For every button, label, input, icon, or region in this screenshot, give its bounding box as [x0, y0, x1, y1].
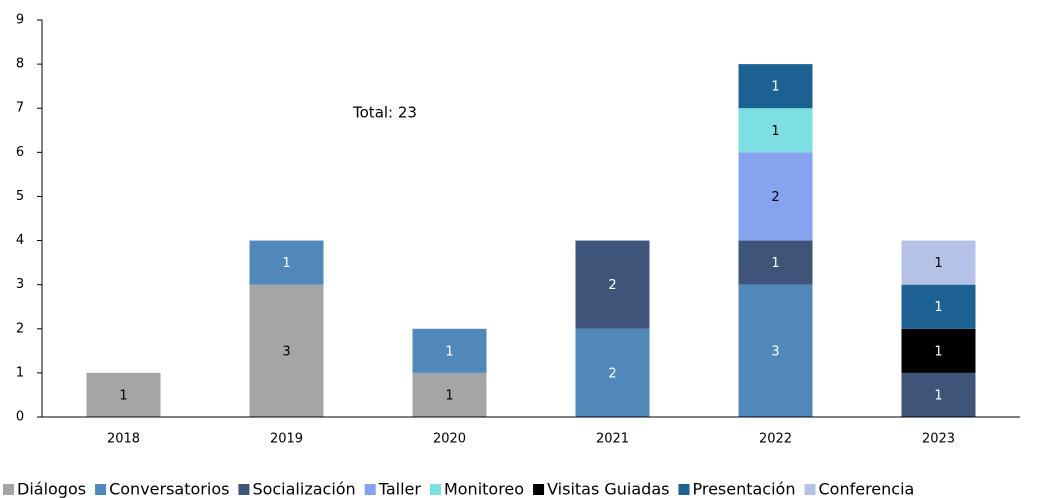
legend-swatch	[533, 484, 545, 495]
legend-label: Conversatorios	[109, 480, 229, 498]
x-tick-label: 2021	[596, 432, 629, 447]
y-tick-label: 5	[16, 189, 24, 204]
y-tick-label: 1	[16, 365, 24, 380]
y-tick-label: 2	[16, 321, 24, 336]
x-tick-label: 2018	[107, 432, 140, 447]
bar-segment	[249, 240, 324, 285]
legend-label: Socialización	[252, 480, 355, 498]
data-label: 2	[771, 190, 779, 205]
data-label: 1	[771, 256, 779, 271]
data-label: 2	[608, 366, 616, 381]
legend-label: Visitas Guiadas	[547, 480, 669, 498]
bar-segment	[901, 372, 976, 417]
data-label: 1	[445, 344, 453, 359]
bar-segment	[249, 284, 324, 417]
legend-swatch	[364, 484, 376, 495]
y-tick-label: 0	[16, 410, 24, 425]
data-label: 1	[934, 256, 942, 271]
legend-label: Monitoreo	[444, 480, 524, 498]
data-label: 1	[119, 388, 127, 403]
bar-segment	[901, 284, 976, 329]
legend-label: Conferencia	[818, 480, 914, 498]
legend-swatch	[429, 484, 441, 495]
bar-segment	[738, 64, 813, 109]
bar-segment	[901, 240, 976, 285]
y-tick-label: 3	[16, 277, 24, 292]
legend-label: Presentación	[692, 480, 795, 498]
data-label: 1	[771, 124, 779, 139]
x-tick-label: 2022	[759, 432, 792, 447]
legend-swatch	[95, 484, 107, 495]
bar-segment	[738, 152, 813, 241]
legend-label: Diálogos	[17, 480, 86, 498]
x-tick-label: 2020	[433, 432, 466, 447]
bar-segment	[738, 240, 813, 285]
data-label: 1	[934, 388, 942, 403]
y-tick-label: 6	[16, 145, 24, 160]
data-label: 1	[282, 256, 290, 271]
y-tick-label: 9	[16, 13, 24, 28]
data-label: 1	[445, 388, 453, 403]
bar-segment	[575, 328, 650, 417]
bar-segment	[738, 284, 813, 417]
bar-segment	[575, 240, 650, 329]
bar-segment	[901, 328, 976, 373]
data-label: 1	[934, 300, 942, 315]
data-label: 3	[282, 344, 290, 359]
bar-segment	[412, 372, 487, 417]
bar-segment	[86, 372, 161, 417]
bar-segment	[738, 108, 813, 153]
annotation: Total: 23	[352, 104, 417, 122]
data-label: 1	[771, 80, 779, 95]
bar-segment	[412, 328, 487, 373]
legend-swatch	[238, 484, 250, 495]
legend-swatch	[678, 484, 690, 495]
y-tick-label: 7	[16, 101, 24, 116]
data-label: 2	[608, 278, 616, 293]
legend-swatch	[3, 484, 14, 495]
x-tick-label: 2019	[270, 432, 303, 447]
legend-label: Taller	[378, 480, 422, 498]
x-tick-label: 2023	[922, 432, 955, 447]
legend-swatch	[804, 484, 816, 495]
y-tick-label: 8	[16, 57, 24, 72]
data-label: 3	[771, 344, 779, 359]
y-tick-label: 4	[16, 233, 24, 248]
data-label: 1	[934, 344, 942, 359]
